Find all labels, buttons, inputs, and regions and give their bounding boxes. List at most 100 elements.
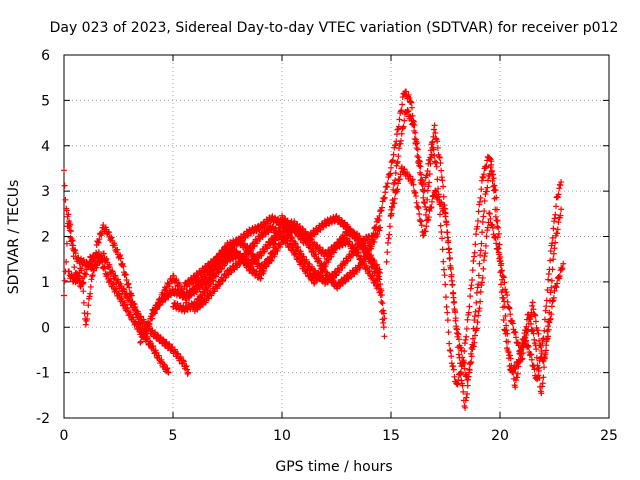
data-point (514, 374, 521, 381)
data-point (474, 319, 481, 326)
data-point (501, 279, 508, 286)
data-point (72, 250, 79, 257)
data-point (163, 365, 170, 372)
data-point (183, 363, 190, 370)
data-point (430, 146, 437, 153)
data-point (416, 216, 423, 223)
data-point (500, 274, 507, 281)
data-point (397, 108, 404, 115)
data-point (380, 307, 387, 314)
data-point (435, 193, 442, 200)
data-point (529, 299, 536, 306)
data-point (109, 268, 116, 275)
data-point (488, 161, 495, 168)
data-point (381, 333, 388, 340)
data-point (316, 272, 323, 279)
data-point (364, 252, 371, 259)
data-point (426, 170, 433, 177)
data-point (413, 199, 420, 206)
data-point (377, 289, 384, 296)
data-point (490, 171, 497, 178)
data-point (375, 273, 382, 280)
data-point (434, 138, 441, 145)
data-point (509, 320, 516, 327)
data-point (515, 342, 522, 349)
data-point (492, 187, 499, 194)
x-axis-ticks: 0 5 10 15 20 25 (60, 55, 618, 444)
data-point (473, 231, 480, 238)
data-point (451, 306, 458, 313)
data-point (343, 224, 350, 231)
data-point (100, 250, 107, 257)
data-point (448, 277, 455, 284)
data-point (358, 255, 365, 262)
data-point (283, 238, 290, 245)
data-point (286, 230, 293, 237)
data-point (398, 130, 405, 137)
data-point (112, 285, 119, 292)
data-point (483, 188, 490, 195)
data-point (300, 253, 307, 260)
data-point (444, 309, 451, 316)
data-point (464, 390, 471, 397)
data-point (332, 271, 339, 278)
x-axis-label: GPS time / hours (275, 459, 392, 475)
data-point (370, 230, 377, 237)
data-point (536, 375, 543, 382)
data-point (432, 188, 439, 195)
data-point (548, 284, 555, 291)
data-point (394, 126, 401, 133)
data-point (83, 271, 90, 278)
data-point (214, 285, 221, 292)
data-point (477, 288, 484, 295)
data-point (385, 235, 392, 242)
data-point (433, 159, 440, 166)
data-point (543, 342, 550, 349)
y-tick-label: 0 (41, 320, 50, 336)
data-point (559, 265, 566, 272)
data-point (115, 290, 122, 297)
data-point (251, 243, 258, 250)
data-point (426, 179, 433, 186)
data-point (486, 155, 493, 162)
data-point (469, 346, 476, 353)
data-point (405, 91, 412, 98)
y-tick-label: 1 (41, 275, 50, 291)
x-tick-label: 0 (60, 428, 69, 444)
data-point (473, 325, 480, 332)
data-point (63, 240, 70, 247)
data-point (353, 233, 360, 240)
data-track (61, 167, 192, 377)
data-point (415, 205, 422, 212)
data-point (491, 233, 498, 240)
data-point (546, 319, 553, 326)
data-point (540, 374, 547, 381)
data-point (272, 237, 279, 244)
data-point (488, 168, 495, 175)
data-point (445, 329, 452, 336)
data-point (530, 306, 537, 313)
data-point (558, 206, 565, 213)
data-point (471, 339, 478, 346)
data-point (476, 198, 483, 205)
data-point (544, 286, 551, 293)
data-point (220, 278, 227, 285)
data-point (519, 355, 526, 362)
data-point (498, 267, 505, 274)
data-point (540, 358, 547, 365)
data-point (503, 322, 510, 329)
data-point (464, 382, 471, 389)
data-point (547, 248, 554, 255)
data-point (479, 279, 486, 286)
data-point (410, 181, 417, 188)
data-point (489, 221, 496, 228)
data-point (68, 271, 75, 278)
data-point (65, 220, 72, 227)
data-point (505, 304, 512, 311)
data-point (345, 275, 352, 282)
data-point (423, 206, 430, 213)
data-point (453, 325, 460, 332)
data-point (462, 336, 469, 343)
data-point (81, 310, 88, 317)
data-point (528, 351, 535, 358)
